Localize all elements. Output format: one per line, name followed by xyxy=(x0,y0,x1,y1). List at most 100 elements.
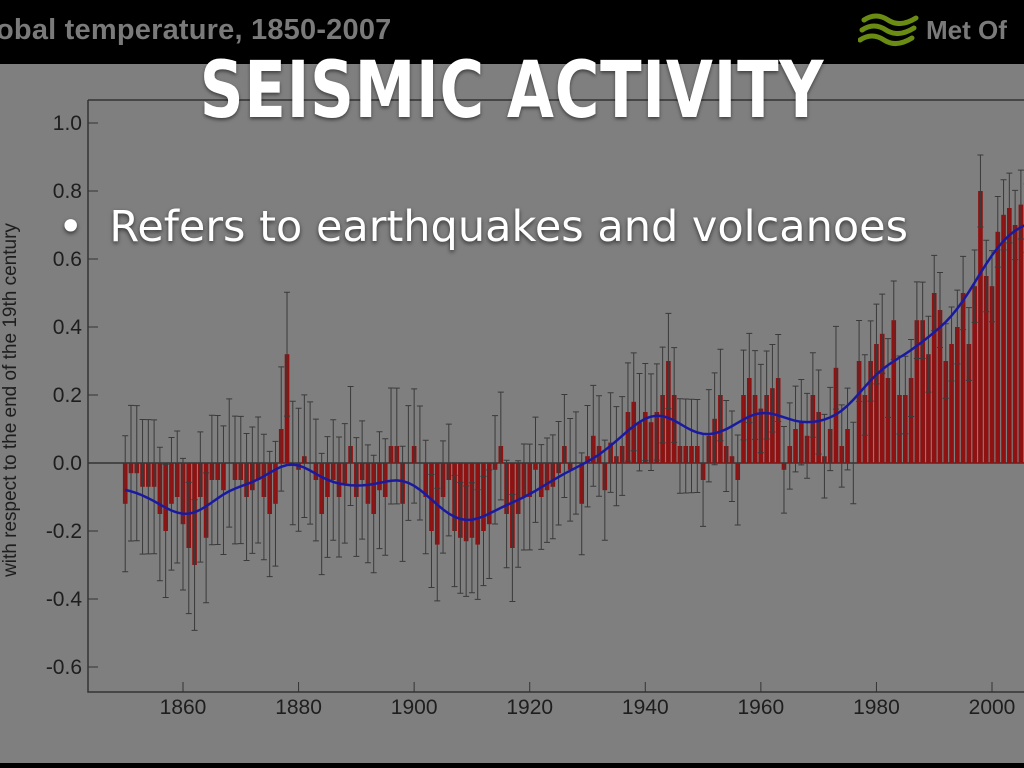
chart-error-bars xyxy=(122,154,1024,631)
error-bar-1988 xyxy=(919,281,926,359)
bar-1980 xyxy=(874,344,879,463)
error-bar-1899 xyxy=(405,405,412,521)
error-bar-1973 xyxy=(832,325,839,410)
error-bar-1957 xyxy=(740,349,747,441)
error-bar-1885 xyxy=(324,436,331,558)
x-tick-label: 1940 xyxy=(622,696,669,719)
bar-2001 xyxy=(995,231,1001,463)
error-bar-1946 xyxy=(676,398,683,494)
error-bar-1924 xyxy=(549,434,556,540)
error-bar-1868 xyxy=(226,398,233,528)
error-bar-1911 xyxy=(474,489,481,600)
error-bar-2002 xyxy=(1000,179,1007,251)
bullet-text: Refers to earthquakes and volcanoes xyxy=(109,202,909,252)
error-bar-1982 xyxy=(884,338,891,418)
error-bar-1997 xyxy=(971,249,978,323)
error-bar-1896 xyxy=(388,387,395,505)
y-tick-label: 0.8 xyxy=(53,180,82,203)
error-bar-1865 xyxy=(208,414,215,546)
error-bar-1938 xyxy=(630,352,637,452)
error-bar-1871 xyxy=(243,433,250,561)
error-bar-1981 xyxy=(879,293,886,374)
error-bar-1930 xyxy=(584,405,591,508)
error-bar-1951 xyxy=(705,389,712,483)
error-bar-1881 xyxy=(301,394,308,518)
axis-frame xyxy=(87,99,1024,693)
error-bar-1961 xyxy=(763,350,770,440)
error-bar-1884 xyxy=(318,452,325,576)
error-bar-1986 xyxy=(908,338,915,418)
error-bar-1980 xyxy=(873,303,880,385)
error-bar-1976 xyxy=(850,421,857,505)
error-bar-1937 xyxy=(624,362,631,462)
error-bar-1944 xyxy=(665,312,672,410)
bar-1996 xyxy=(966,344,972,463)
error-bar-1962 xyxy=(769,343,776,433)
error-bar-1956 xyxy=(734,434,741,526)
error-bar-1920 xyxy=(526,443,533,551)
error-bar-1850 xyxy=(122,435,129,573)
error-bar-1905 xyxy=(440,440,447,554)
error-bar-1928 xyxy=(572,411,579,515)
error-bar-1898 xyxy=(399,445,406,562)
error-bar-1922 xyxy=(538,444,545,550)
error-bar-1852 xyxy=(133,405,140,542)
error-bar-1932 xyxy=(596,395,603,497)
error-bar-1909 xyxy=(463,485,470,597)
chart-title: obal temperature, 1850-2007 xyxy=(0,14,392,46)
error-bar-1886 xyxy=(330,419,337,541)
error-bar-1916 xyxy=(503,459,510,569)
bar-1983 xyxy=(891,320,897,463)
error-bar-1872 xyxy=(249,426,256,554)
error-bar-1978 xyxy=(861,354,868,436)
error-bar-1913 xyxy=(486,469,493,580)
bar-2003 xyxy=(1007,208,1012,463)
bar-1998 xyxy=(978,191,983,463)
error-bar-1857 xyxy=(162,464,169,598)
error-bar-1856 xyxy=(156,446,163,582)
error-bar-1861 xyxy=(185,481,192,615)
error-bar-1912 xyxy=(480,475,487,587)
error-bar-1929 xyxy=(578,452,585,556)
error-bar-1908 xyxy=(457,481,464,594)
error-bar-1900 xyxy=(411,388,418,504)
bar-1997 xyxy=(972,286,977,463)
bar-1987 xyxy=(914,320,920,463)
error-bar-1867 xyxy=(220,425,227,556)
error-bar-1887 xyxy=(336,436,343,558)
error-bar-1964 xyxy=(780,425,787,514)
error-bar-1958 xyxy=(746,332,753,424)
error-bar-1943 xyxy=(659,346,666,444)
error-bar-1897 xyxy=(393,387,400,505)
error-bar-1890 xyxy=(353,437,360,557)
x-tick-label: 1960 xyxy=(737,696,784,719)
error-bar-1918 xyxy=(515,460,522,568)
error-bar-1921 xyxy=(532,416,539,523)
y-tick-label: 1.0 xyxy=(53,112,82,135)
bullet-item: • Refers to earthquakes and volcanoes xyxy=(58,202,908,252)
bar-1990 xyxy=(931,293,937,463)
bar-1995 xyxy=(960,293,966,463)
chart-axes xyxy=(87,99,1024,693)
bottom-bar xyxy=(0,763,1024,768)
bar-2004 xyxy=(1012,225,1018,463)
x-tick-label: 1980 xyxy=(853,696,900,719)
error-bar-1947 xyxy=(682,398,689,494)
error-bar-1979 xyxy=(867,320,874,402)
error-bar-1860 xyxy=(180,457,186,591)
error-bar-1879 xyxy=(289,400,296,526)
x-tick-label: 1920 xyxy=(506,696,553,719)
met-office-logo: Met Of xyxy=(858,10,1007,50)
error-bar-1876 xyxy=(272,440,279,567)
y-axis-label: with respect to the end of the 19th cent… xyxy=(0,223,21,578)
bar-1986 xyxy=(908,378,914,463)
error-bar-1910 xyxy=(468,482,475,594)
met-office-logo-icon xyxy=(858,13,919,46)
y-tick-label: 0.0 xyxy=(53,452,82,475)
error-bar-1925 xyxy=(555,420,562,526)
chart-header-bar: obal temperature, 1850-2007 Met Of xyxy=(0,0,1024,64)
error-bar-1895 xyxy=(382,438,389,556)
error-bar-2003 xyxy=(1006,172,1013,244)
bar-1992 xyxy=(943,361,949,463)
